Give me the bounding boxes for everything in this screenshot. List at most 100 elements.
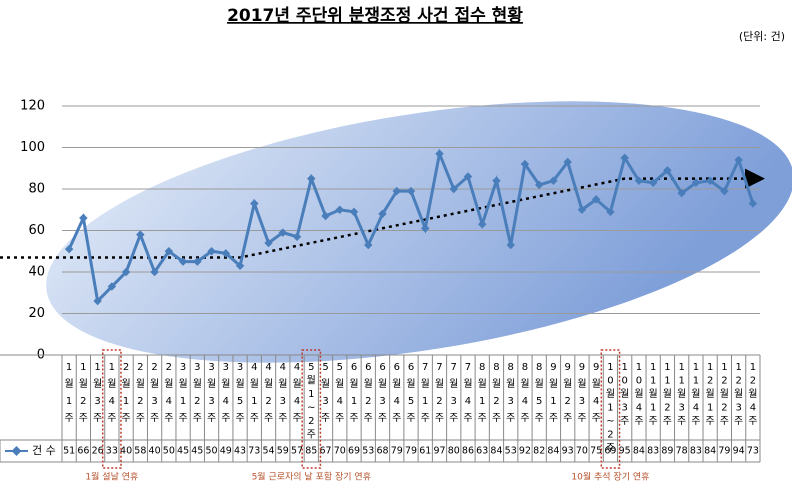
data-point xyxy=(121,267,131,277)
annotation: 1월 설날 연휴 xyxy=(85,471,138,483)
value-label: 70 xyxy=(334,446,346,457)
value-label: 75 xyxy=(590,446,602,457)
x-tick-label: 1 0 월 1 ~2 주 xyxy=(606,362,615,454)
value-label: 84 xyxy=(547,446,559,457)
y-tick-label: 20 xyxy=(28,306,45,321)
data-point xyxy=(93,296,102,306)
data-point xyxy=(321,211,330,221)
value-label: 89 xyxy=(661,446,673,457)
trend-line xyxy=(0,168,765,259)
data-point xyxy=(477,220,487,229)
x-tick-label: 5 월 1 ~2 주 xyxy=(307,362,316,441)
background-ellipse xyxy=(46,101,792,363)
value-label: 69 xyxy=(604,446,616,457)
data-point xyxy=(79,213,88,223)
data-point xyxy=(492,176,501,185)
data-point xyxy=(150,267,159,277)
data-point xyxy=(221,249,231,258)
data-point xyxy=(463,172,473,181)
value-label: 26 xyxy=(92,446,104,457)
value-label: 50 xyxy=(206,446,218,457)
data-point xyxy=(307,174,316,183)
value-label: 49 xyxy=(220,446,232,457)
value-label: 73 xyxy=(747,446,759,457)
y-tick-label: 80 xyxy=(28,182,45,197)
y-tick-label: 40 xyxy=(28,265,45,280)
value-label: 79 xyxy=(391,446,403,457)
value-label: 69 xyxy=(348,446,360,457)
chart-title: 2017년 주단위 분쟁조정 사건 접수 현황 xyxy=(227,6,523,26)
data-point xyxy=(193,257,202,266)
value-label: 40 xyxy=(149,446,161,457)
y-tick-label: 60 xyxy=(28,223,45,238)
value-label: 84 xyxy=(633,446,645,457)
value-label: 79 xyxy=(718,446,730,457)
value-label: 50 xyxy=(163,446,175,457)
value-label: 85 xyxy=(305,446,317,457)
data-point xyxy=(335,205,345,214)
data-point xyxy=(421,224,430,233)
value-label: 51 xyxy=(63,446,75,457)
data-point xyxy=(64,244,74,254)
value-label: 63 xyxy=(476,446,488,457)
value-label: 83 xyxy=(690,446,702,457)
value-label: 97 xyxy=(433,446,445,457)
data-point xyxy=(107,282,117,291)
legend-marker xyxy=(11,446,22,456)
data-point xyxy=(292,232,302,241)
data-point xyxy=(250,199,259,208)
value-label: 53 xyxy=(362,446,374,457)
data-point xyxy=(264,238,273,248)
data-point xyxy=(406,186,416,196)
value-label: 40 xyxy=(120,446,132,457)
data-point xyxy=(278,228,288,237)
value-label: 57 xyxy=(291,446,303,457)
value-label: 84 xyxy=(490,446,502,457)
data-point xyxy=(235,261,245,271)
value-label: 95 xyxy=(619,446,631,457)
data-point xyxy=(178,257,188,266)
value-label: 58 xyxy=(134,446,146,457)
value-label: 92 xyxy=(519,446,531,457)
value-label: 68 xyxy=(376,446,388,457)
value-label: 54 xyxy=(263,446,275,457)
value-label: 83 xyxy=(647,446,659,457)
annotation: 5월 근로자의 날 포함 장기 연휴 xyxy=(252,471,371,483)
data-point xyxy=(378,209,387,219)
value-label: 94 xyxy=(733,446,745,457)
